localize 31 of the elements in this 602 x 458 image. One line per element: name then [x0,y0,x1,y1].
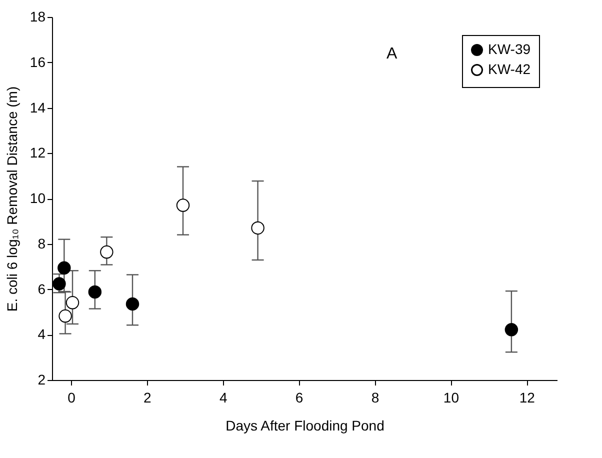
legend-label: KW-42 [488,61,531,77]
x-tick-label: 2 [144,390,152,406]
y-tick-label: 14 [30,99,46,116]
y-tick-label: 2 [38,372,46,388]
annotation: A [386,45,398,62]
point [504,323,518,336]
point [58,309,72,323]
x-tick-label: 12 [519,390,536,406]
point [58,261,71,275]
x-axis-title: Days After Flooding Pond [226,418,384,434]
point [126,297,140,311]
y-axis-title: E. coli 6 log₁₀ Removal Distance (m) [4,86,20,312]
x-tick-label: 0 [68,390,76,406]
y-tick-label: 16 [30,54,46,70]
point [66,296,80,310]
y-tick-label: 10 [30,190,46,206]
x-tick-label: 8 [371,390,380,406]
point [88,285,102,299]
point [100,245,114,259]
x-tick-label: 10 [443,390,460,406]
x-tick-label: 4 [219,390,228,406]
legend-label: KW-39 [488,41,531,57]
y-tick-label: 6 [38,280,46,297]
point [251,221,264,235]
y-tick-label: 18 [30,8,46,24]
y-tick-label: 8 [38,235,46,252]
y-tick-label: 4 [38,326,46,342]
x-tick-label: 6 [295,390,304,406]
point [176,198,190,212]
y-tick-label: 12 [30,144,46,161]
point [52,277,66,290]
